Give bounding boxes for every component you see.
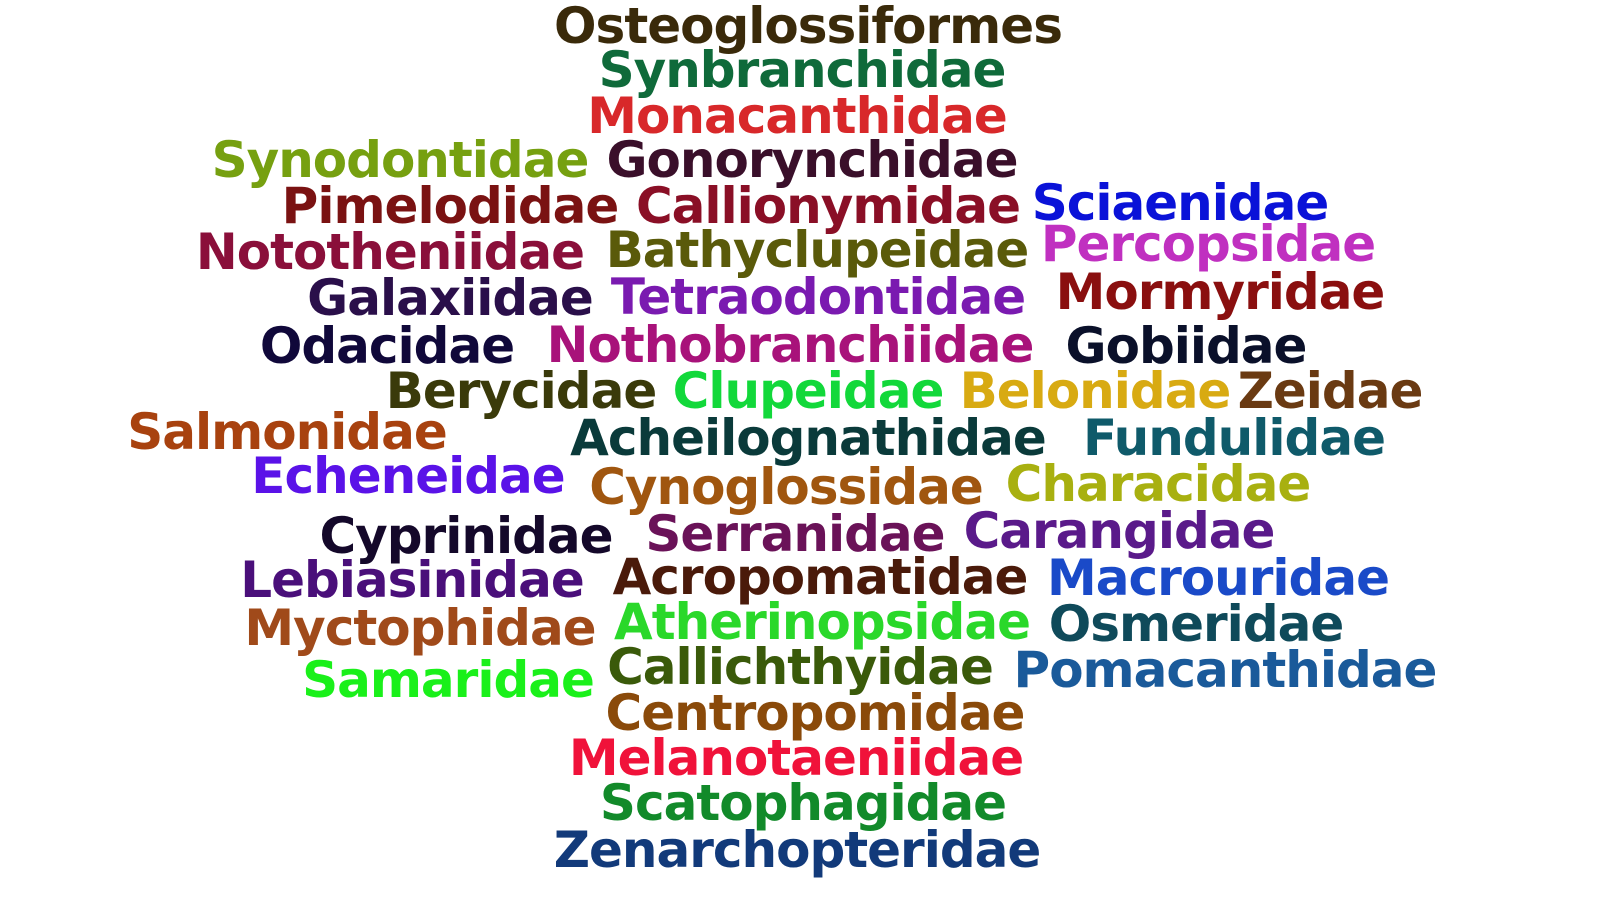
- cloud-word-myctophidae: Myctophidae: [244, 599, 596, 657]
- cloud-word-osmeridae: Osmeridae: [1048, 595, 1345, 653]
- cloud-word-osteoglossiformes: Osteoglossiformes: [554, 0, 1063, 55]
- cloud-word-carangidae: Carangidae: [963, 502, 1276, 560]
- cloud-word-sciaenidae: Sciaenidae: [1031, 174, 1330, 232]
- cloud-word-melanotaeniidae: Melanotaeniidae: [568, 729, 1024, 787]
- cloud-word-galaxiidae: Galaxiidae: [307, 269, 594, 327]
- cloud-word-cynoglossidae: Cynoglossidae: [589, 458, 984, 516]
- cloud-word-odacidae: Odacidae: [259, 317, 515, 375]
- cloud-word-berycidae: Berycidae: [385, 362, 657, 420]
- cloud-word-callichthyidae: Callichthyidae: [607, 638, 994, 696]
- cloud-word-synbranchidae: Synbranchidae: [598, 41, 1007, 99]
- cloud-word-lebiasinidae: Lebiasinidae: [240, 551, 585, 609]
- cloud-word-acheilognathidae: Acheilognathidae: [570, 409, 1047, 467]
- cloud-word-gobiidae: Gobiidae: [1065, 317, 1308, 375]
- cloud-word-cyprinidae: Cyprinidae: [319, 507, 613, 565]
- cloud-word-percopsidae: Percopsidae: [1040, 215, 1376, 273]
- cloud-word-fundulidae: Fundulidae: [1083, 409, 1386, 467]
- cloud-word-nototheniidae: Nototheniidae: [195, 223, 585, 281]
- cloud-word-macrouridae: Macrouridae: [1047, 549, 1390, 607]
- cloud-word-echeneidae: Echeneidae: [251, 447, 565, 505]
- cloud-word-pomacanthidae: Pomacanthidae: [1013, 641, 1438, 699]
- cloud-word-clupeidae: Clupeidae: [672, 362, 945, 420]
- cloud-word-zenarchopteridae: Zenarchopteridae: [553, 821, 1042, 879]
- cloud-word-serranidae: Serranidae: [645, 505, 945, 563]
- cloud-word-nothobranchiidae: Nothobranchiidae: [546, 316, 1035, 374]
- cloud-word-centropomidae: Centropomidae: [605, 684, 1026, 742]
- cloud-word-characidae: Characidae: [1005, 455, 1312, 513]
- cloud-word-atherinopsidae: Atherinopsidae: [614, 593, 1031, 651]
- cloud-word-callionymidae: Callionymidae: [635, 177, 1021, 235]
- cloud-word-synodontidae: Synodontidae: [211, 131, 590, 189]
- cloud-word-gonorynchidae: Gonorynchidae: [606, 131, 1019, 189]
- cloud-word-mormyridae: Mormyridae: [1055, 263, 1386, 321]
- cloud-word-scatophagidae: Scatophagidae: [599, 774, 1007, 832]
- cloud-word-zeidae: Zeidae: [1237, 362, 1424, 420]
- cloud-word-tetraodontidae: Tetraodontidae: [610, 268, 1026, 326]
- cloud-word-acropomatidae: Acropomatidae: [612, 548, 1029, 606]
- cloud-word-belonidae: Belonidae: [959, 362, 1232, 420]
- cloud-word-samaridae: Samaridae: [302, 651, 595, 709]
- cloud-word-pimelodidae: Pimelodidae: [281, 177, 620, 235]
- cloud-word-monacanthidae: Monacanthidae: [587, 87, 1007, 145]
- cloud-word-bathyclupeidae: Bathyclupeidae: [605, 221, 1030, 279]
- cloud-word-salmonidae: Salmonidae: [127, 403, 448, 461]
